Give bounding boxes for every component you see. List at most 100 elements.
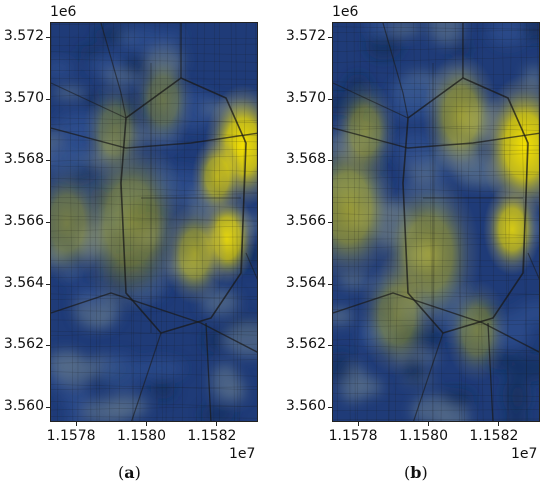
road [165, 23, 168, 421]
density-patch [55, 354, 92, 388]
road [454, 23, 463, 421]
road [51, 165, 257, 172]
x-tick-mark [428, 422, 429, 426]
road [51, 292, 257, 353]
y-tick-mark [46, 222, 50, 223]
road [181, 23, 187, 421]
road [333, 275, 539, 277]
y-tick-mark [46, 345, 50, 347]
y-tick-label: 3.560 [3, 397, 44, 414]
density-patch [81, 399, 131, 421]
road [255, 23, 257, 201]
road [333, 230, 539, 236]
density-patch [411, 395, 452, 421]
road [440, 23, 446, 421]
road [51, 384, 257, 390]
road [51, 310, 257, 314]
road [333, 409, 539, 412]
road [413, 23, 419, 421]
road [402, 77, 529, 334]
road [333, 87, 539, 91]
road [51, 244, 257, 247]
road [333, 351, 539, 355]
road [51, 371, 257, 377]
y-tick-label: 3.568 [285, 151, 326, 168]
road [154, 23, 158, 421]
road [51, 178, 257, 183]
y-tick-label: 3.570 [285, 89, 326, 106]
road [51, 236, 257, 239]
y-tick-mark [46, 406, 50, 408]
y-tick-label: 3.568 [3, 151, 44, 168]
road [235, 23, 239, 421]
road [333, 81, 539, 87]
road [51, 120, 257, 125]
road [200, 23, 205, 421]
road [51, 296, 257, 300]
road [333, 124, 539, 131]
road [51, 330, 257, 336]
road [51, 36, 257, 39]
road [333, 125, 539, 131]
road [159, 23, 163, 421]
road [432, 23, 437, 421]
road [51, 266, 257, 270]
road [88, 23, 92, 421]
road [51, 90, 257, 97]
road [506, 23, 512, 421]
road [68, 23, 74, 421]
road [333, 334, 539, 341]
x-tick-mark [75, 422, 77, 426]
road [386, 23, 389, 421]
road [333, 38, 539, 43]
density-patch [67, 398, 85, 421]
road [51, 130, 257, 136]
density-patch [428, 23, 464, 45]
heat-spot [445, 279, 509, 382]
road [100, 23, 127, 119]
density-patch [450, 42, 471, 56]
y-tick-label: 3.572 [285, 28, 326, 45]
road [51, 343, 257, 348]
y-tick-mark [46, 283, 50, 285]
y-tick-mark [46, 160, 50, 162]
road [51, 354, 257, 358]
road [420, 23, 424, 421]
road [333, 290, 539, 295]
road [395, 23, 402, 421]
road [333, 141, 539, 146]
road [51, 59, 257, 63]
road [51, 127, 257, 149]
y-tick-label: 3.564 [285, 274, 326, 291]
x-tick-mark [498, 422, 500, 426]
y-tick-label: 3.570 [3, 89, 44, 106]
road [333, 323, 539, 328]
road [333, 292, 539, 353]
x-tick-label: 1.1582 [469, 428, 519, 444]
road [333, 26, 539, 30]
x-tick-label: 1.1578 [328, 428, 378, 444]
road [333, 383, 539, 385]
y-tick-mark [328, 37, 332, 39]
heat-spot [191, 135, 243, 218]
road [230, 23, 235, 421]
road [333, 360, 539, 362]
road [346, 23, 351, 421]
x-tick-mark [216, 422, 218, 426]
road [333, 307, 539, 310]
density-patch [333, 351, 353, 384]
road [356, 23, 361, 421]
road [245, 252, 257, 280]
caption-b: (b) [404, 463, 428, 482]
road [51, 386, 257, 390]
y-tick-mark [46, 98, 50, 100]
heatmap-b [332, 22, 540, 422]
road [51, 139, 257, 143]
road [196, 23, 199, 421]
density-patch [98, 353, 140, 391]
y-tick-label: 3.566 [285, 213, 326, 229]
density-patch [203, 328, 224, 353]
road [51, 330, 257, 336]
road [51, 82, 127, 119]
road [428, 23, 434, 421]
